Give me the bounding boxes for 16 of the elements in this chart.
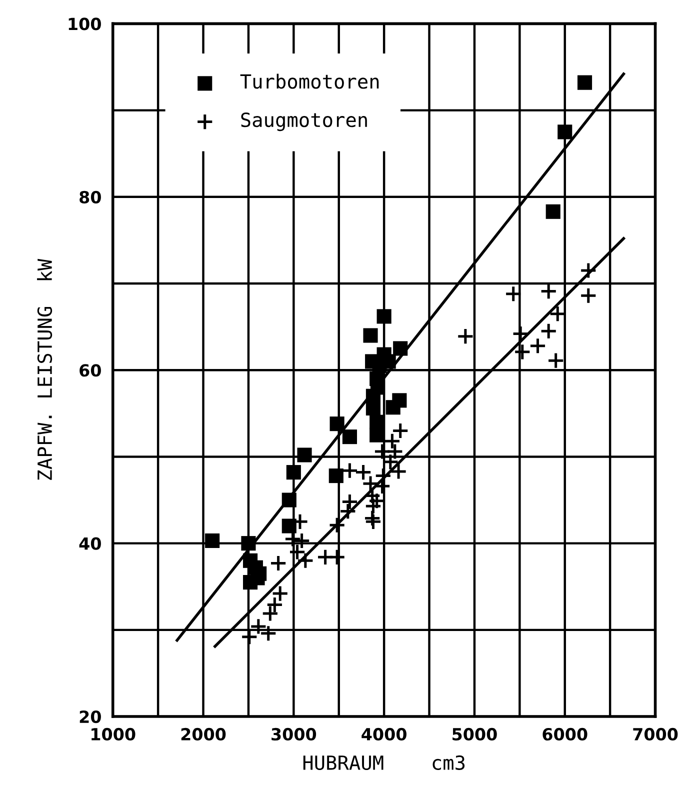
y-tick-label: 80 <box>80 190 101 204</box>
y-tick-label: 20 <box>80 710 101 724</box>
x-tick-label: 1000 <box>92 728 136 741</box>
x-tick-label: 4000 <box>362 728 406 741</box>
x-tick-label: 7000 <box>633 728 678 741</box>
x-tick-label: 5000 <box>452 728 497 741</box>
x-tick-label: 2000 <box>181 728 226 741</box>
y-tick-label: 100 <box>68 18 101 30</box>
y-axis-title: ZAPFW. LEISTUNG kW <box>37 258 52 480</box>
y-tick-label: 40 <box>79 537 101 550</box>
legend-label: Turbomotoren <box>240 74 379 89</box>
x-axis-title: HUBRAUM cm3 <box>303 755 465 770</box>
x-tick-label: 3000 <box>272 728 316 741</box>
x-tick-label: 6000 <box>542 728 588 741</box>
y-tick-label: 60 <box>80 364 101 377</box>
legend-label: Saugmotoren <box>241 112 367 132</box>
